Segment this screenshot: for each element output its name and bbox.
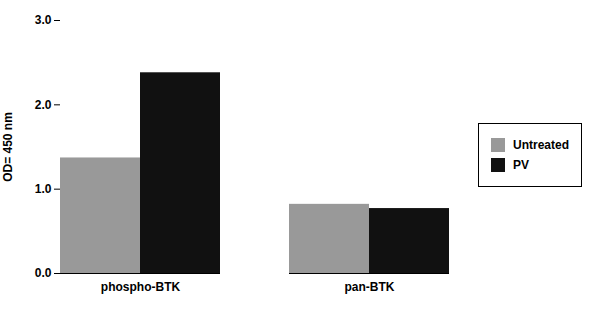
html-text:PV: PV bbox=[513, 157, 529, 172]
svg-text:2.0: 2.0 bbox=[35, 98, 52, 112]
svg-text:3.0: 3.0 bbox=[35, 13, 52, 27]
svg-text:pan-BTK: pan-BTK bbox=[345, 280, 395, 294]
svg-text:1.0: 1.0 bbox=[35, 182, 52, 196]
html-text:Untreated: Untreated bbox=[513, 137, 569, 152]
svg-text:phospho-BTK: phospho-BTK bbox=[101, 280, 181, 294]
svg-text:OD= 450 nm: OD= 450 nm bbox=[1, 112, 15, 182]
svg-text:0.0: 0.0 bbox=[35, 266, 52, 280]
